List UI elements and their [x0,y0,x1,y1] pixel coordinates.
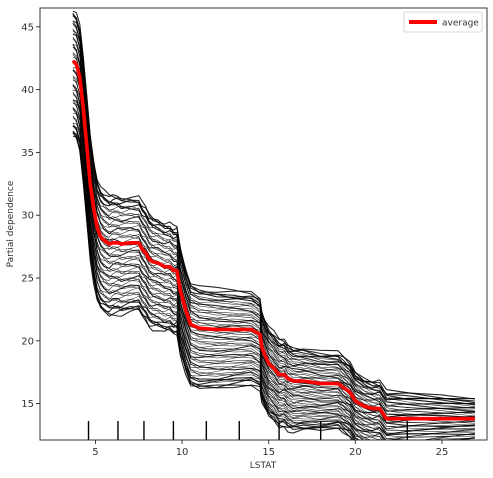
ice-curve [72,85,475,430]
plot-frame [39,7,488,441]
x-axis-label: LSTAT [250,461,277,471]
ice-curve [72,89,475,433]
rug-marks [87,421,409,440]
y-tick-label: 30 [21,211,34,222]
y-tick-label: 40 [21,85,34,96]
ice-curve [72,37,475,414]
ice-curve [72,109,475,440]
x-tick-label: 25 [436,447,449,458]
ice-curve [72,53,475,418]
y-tick-label: 25 [21,274,34,285]
ice-curve [72,92,475,438]
x-tick-label: 5 [92,447,98,458]
ice-curve [72,77,475,430]
x-tick-label: 10 [176,447,189,458]
ice-curve [72,76,475,426]
x-ticks: 5 10 15 20 25 [92,440,448,458]
legend: average [403,11,483,33]
ice-curve [72,112,385,440]
ice-curve [72,115,475,440]
ice-curve [72,116,382,440]
y-tick-label: 20 [21,336,34,347]
x-tick-label: 15 [262,447,275,458]
ice-curve [72,102,475,440]
ice-curve [72,135,353,440]
legend-box [403,11,483,33]
x-tick-label: 20 [349,447,362,458]
ice-curve [72,79,475,430]
average-curve [71,59,475,421]
y-axis-label: Partial dependence [6,180,16,267]
y-ticks: 15 20 25 30 35 40 45 [21,22,40,410]
y-tick-label: 15 [21,399,34,410]
y-tick-label: 35 [21,148,34,159]
ice-curve [72,13,475,405]
ice-curve [72,46,475,418]
ice-curve [72,33,475,413]
legend-label-average: average [442,19,479,29]
ice-curve [72,91,475,439]
average-layer [71,59,475,421]
ice-curve [72,44,475,416]
ice-curve [72,10,475,404]
y-tick-label: 45 [21,22,34,33]
ice-curve [72,99,475,436]
